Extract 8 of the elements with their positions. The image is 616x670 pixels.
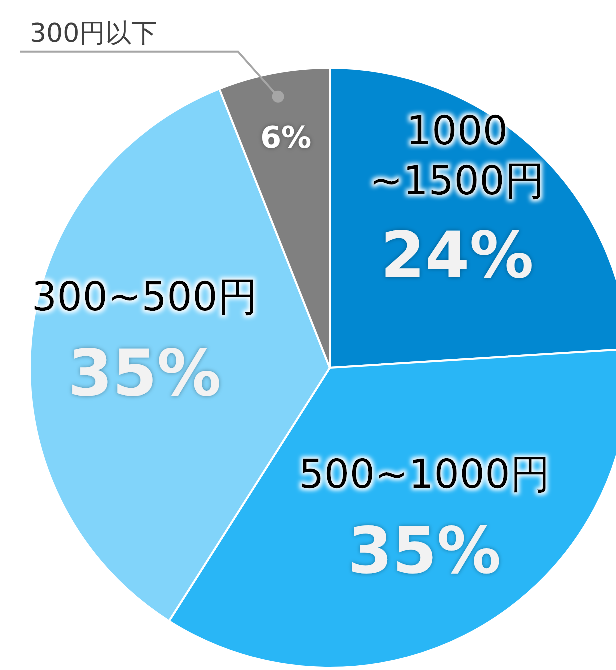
slice-label: 300~500円: [32, 274, 258, 320]
slice-label: 1000 ~1500円: [370, 108, 545, 204]
data-label: 35%: [68, 337, 222, 412]
slice-label: 500~1000円: [298, 452, 551, 498]
data-label: 24%: [380, 219, 534, 294]
data-label: 6%: [260, 121, 312, 156]
data-label: 35%: [348, 515, 502, 590]
slice-label: 300円以下: [30, 18, 158, 49]
